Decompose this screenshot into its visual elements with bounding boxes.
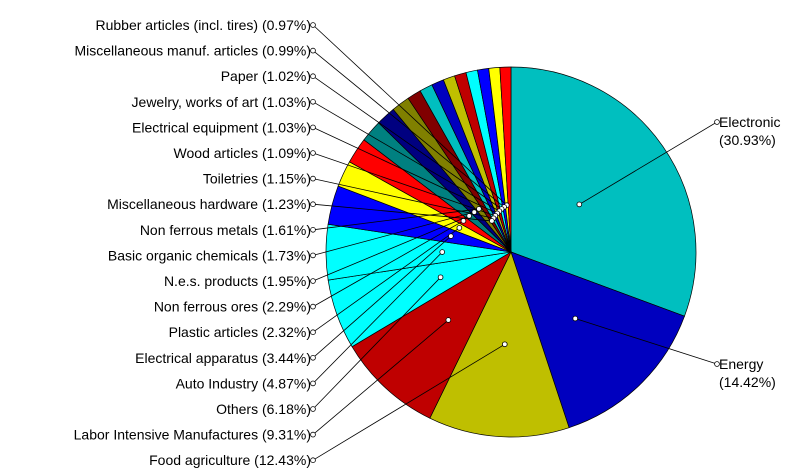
label-n-e-s-products: N.e.s. products (1.95%) xyxy=(164,273,311,289)
leader-line-jewelry-works-of-art xyxy=(312,101,500,212)
leader-end-dot-food-agriculture xyxy=(501,341,508,348)
leader-start-dot-food-agriculture xyxy=(310,457,316,464)
leader-end-dot-plastic-articles xyxy=(456,225,463,231)
leader-line-electrical-equipment xyxy=(312,127,498,214)
leader-end-dot-non-ferrous-metals xyxy=(476,206,482,212)
label-miscellaneous-hardware: Miscellaneous hardware (1.23%) xyxy=(107,196,311,212)
label-basic-organic-chemicals: Basic organic chemicals (1.73%) xyxy=(108,247,311,263)
leader-line-basic-organic-chemicals xyxy=(312,211,475,256)
label-others: Others (6.18%) xyxy=(216,401,311,417)
leader-line-labor-intensive-manufactures xyxy=(312,319,449,435)
label-food-agriculture: Food agriculture (12.43%) xyxy=(149,452,311,468)
leader-line-n-e-s-products xyxy=(312,215,470,282)
leader-line-others xyxy=(312,277,441,410)
leader-lines-layer xyxy=(310,22,720,464)
leader-start-dot-non-ferrous-metals xyxy=(310,227,316,233)
leader-line-toiletries xyxy=(312,178,494,219)
label-toiletries: Toiletries (1.15%) xyxy=(203,171,311,187)
pie-slice-energy xyxy=(510,251,685,429)
label-electrical-apparatus: Electrical apparatus (3.44%) xyxy=(135,350,311,366)
label-wood-articles: Wood articles (1.09%) xyxy=(174,145,311,161)
leader-end-dot-n-e-s-products xyxy=(466,213,472,219)
leader-start-dot-paper xyxy=(310,73,316,79)
leader-start-dot-auto-industry xyxy=(310,380,316,387)
label-paper: Paper (1.02%) xyxy=(221,68,311,84)
leader-line-electronic xyxy=(579,121,718,205)
label-line-1: (30.93%) xyxy=(719,132,776,148)
label-electronic: Electronic (30.93%) xyxy=(719,114,780,148)
pie-slice-electronic xyxy=(510,66,697,317)
leader-start-dot-miscellaneous-manuf-articles xyxy=(310,47,316,54)
leader-line-plastic-articles xyxy=(312,227,460,333)
label-non-ferrous-metals: Non ferrous metals (1.61%) xyxy=(140,222,311,238)
leader-line-miscellaneous-manuf-articles xyxy=(312,50,505,208)
label-miscellaneous-manuf-articles: Miscellaneous manuf. articles (0.99%) xyxy=(74,43,311,59)
label-rubber-articles-incl-tires: Rubber articles (incl. tires) (0.97%) xyxy=(95,17,311,33)
leader-line-food-agriculture xyxy=(312,343,505,461)
leader-line-non-ferrous-ores xyxy=(312,220,464,307)
leader-end-dot-miscellaneous-hardware xyxy=(489,218,495,224)
leader-start-dot-non-ferrous-ores xyxy=(310,303,316,310)
leader-end-dot-electronic xyxy=(576,201,583,208)
label-auto-industry: Auto Industry (4.87%) xyxy=(176,375,311,391)
leader-end-dot-basic-organic-chemicals xyxy=(471,209,478,215)
label-line-1: (14.42%) xyxy=(719,374,776,390)
pie-slice-labor-intensive-manufactures xyxy=(351,251,512,419)
leader-line-paper xyxy=(312,75,502,210)
leader-start-dot-miscellaneous-hardware xyxy=(310,201,316,208)
leader-start-dot-wood-articles xyxy=(310,150,316,156)
leader-end-dot-auto-industry xyxy=(439,249,446,255)
label-electrical-equipment: Electrical equipment (1.03%) xyxy=(132,119,311,135)
leader-line-rubber-articles-incl-tires xyxy=(312,24,508,206)
slices-layer xyxy=(325,66,697,438)
leader-start-dot-labor-intensive-manufactures xyxy=(310,431,316,438)
leader-line-miscellaneous-hardware xyxy=(312,203,492,222)
label-line-0: Energy xyxy=(719,356,763,372)
leader-start-dot-n-e-s-products xyxy=(310,278,316,284)
leader-start-dot-others xyxy=(310,406,316,412)
leader-start-dot-electrical-apparatus xyxy=(310,354,316,361)
labels-layer: Rubber articles (incl. tires) (0.97%) Mis… xyxy=(74,17,781,468)
leader-line-electrical-apparatus xyxy=(312,235,452,359)
leader-start-dot-jewelry-works-of-art xyxy=(310,99,316,105)
leader-start-dot-plastic-articles xyxy=(310,329,316,336)
leader-start-dot-energy xyxy=(714,361,720,367)
pie-slice-food-agriculture xyxy=(429,251,570,438)
leader-line-wood-articles xyxy=(312,152,496,217)
label-plastic-articles: Plastic articles (2.32%) xyxy=(169,324,311,340)
label-non-ferrous-ores: Non ferrous ores (2.29%) xyxy=(154,299,311,315)
label-energy: Energy (14.42%) xyxy=(719,356,776,390)
label-jewelry-works-of-art: Jewelry, works of art (1.03%) xyxy=(132,94,311,110)
leader-end-dot-labor-intensive-manufactures xyxy=(445,317,452,323)
leader-start-dot-electrical-equipment xyxy=(310,124,316,131)
leader-end-dot-others xyxy=(437,274,444,281)
leader-end-dot-energy xyxy=(572,315,579,322)
leader-start-dot-basic-organic-chemicals xyxy=(310,252,316,259)
label-labor-intensive-manufactures: Labor Intensive Manufactures (9.31%) xyxy=(74,427,311,443)
leader-end-dot-non-ferrous-ores xyxy=(460,218,467,224)
leader-start-dot-toiletries xyxy=(310,175,316,182)
leader-end-dot-electrical-apparatus xyxy=(448,233,454,239)
leader-start-dot-rubber-articles-incl-tires xyxy=(310,22,316,28)
leader-line-auto-industry xyxy=(312,251,443,384)
label-line-0: Electronic xyxy=(719,114,780,130)
leader-line-non-ferrous-metals xyxy=(312,208,479,231)
leader-line-energy xyxy=(575,318,718,365)
leader-start-dot-electronic xyxy=(714,119,720,125)
